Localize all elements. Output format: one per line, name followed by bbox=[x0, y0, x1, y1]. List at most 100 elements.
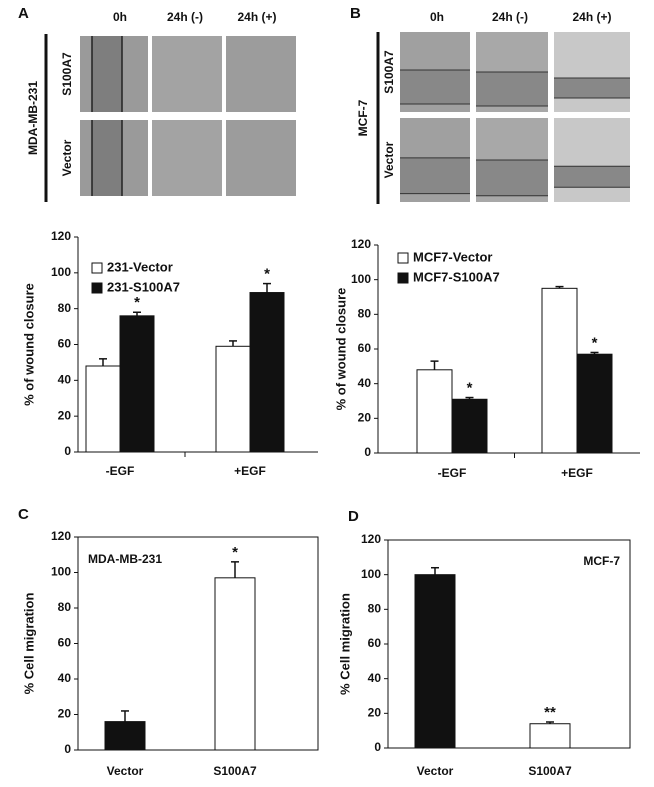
y-tick-label: 40 bbox=[358, 376, 372, 390]
panel-label: B bbox=[350, 5, 361, 22]
y-tick-label: 20 bbox=[358, 411, 372, 425]
y-tick-label: 40 bbox=[368, 671, 382, 685]
bar bbox=[416, 369, 453, 454]
x-tick-label: S100A7 bbox=[213, 764, 257, 778]
legend-swatch bbox=[397, 252, 409, 264]
bar bbox=[214, 577, 256, 751]
y-tick-label: 100 bbox=[351, 272, 371, 286]
significance-mark: * bbox=[592, 334, 598, 351]
micrograph bbox=[554, 32, 630, 112]
y-tick-label: 60 bbox=[358, 341, 372, 355]
wound-gap bbox=[476, 160, 548, 196]
y-tick-label: 0 bbox=[64, 444, 71, 458]
panel-label: C bbox=[18, 506, 29, 523]
wound-gap bbox=[554, 78, 630, 98]
legend-swatch bbox=[91, 282, 103, 294]
bar bbox=[104, 721, 146, 751]
wound-gap bbox=[476, 72, 548, 106]
legend-label: 231-Vector bbox=[107, 259, 173, 274]
bar bbox=[249, 292, 285, 453]
y-axis-label: % of wound closure bbox=[333, 288, 348, 411]
y-tick-label: 40 bbox=[58, 671, 72, 685]
x-tick-label: -EGF bbox=[106, 464, 135, 478]
x-tick-label: S100A7 bbox=[528, 764, 572, 778]
legend-swatch bbox=[397, 272, 409, 284]
y-tick-label: 0 bbox=[364, 445, 371, 459]
wound-gap bbox=[554, 166, 630, 188]
micrograph bbox=[226, 120, 296, 196]
y-tick-label: 60 bbox=[58, 337, 72, 351]
y-tick-label: 20 bbox=[58, 707, 72, 721]
x-tick-label: +EGF bbox=[561, 466, 593, 480]
column-header: 0h bbox=[113, 10, 127, 24]
y-tick-label: 0 bbox=[64, 742, 71, 756]
wound-gap bbox=[400, 157, 470, 194]
legend-label: 231-S100A7 bbox=[107, 279, 180, 294]
y-tick-label: 100 bbox=[51, 565, 71, 579]
y-tick-label: 0 bbox=[374, 740, 381, 754]
row-label: Vector bbox=[382, 141, 396, 178]
x-tick-label: Vector bbox=[107, 764, 144, 778]
significance-mark: * bbox=[134, 294, 140, 311]
y-axis-label: % Cell migration bbox=[21, 593, 36, 695]
y-tick-label: 100 bbox=[361, 567, 381, 581]
plot-label: MDA-MB-231 bbox=[88, 552, 162, 566]
row-label: Vector bbox=[60, 139, 74, 176]
micrograph bbox=[226, 36, 296, 112]
y-tick-label: 80 bbox=[58, 301, 72, 315]
x-tick-label: Vector bbox=[417, 764, 454, 778]
y-tick-label: 80 bbox=[358, 307, 372, 321]
cell-line-label: MCF-7 bbox=[356, 99, 370, 136]
bar bbox=[414, 574, 456, 749]
y-tick-label: 20 bbox=[368, 706, 382, 720]
significance-mark: * bbox=[232, 544, 238, 561]
column-header: 24h (+) bbox=[572, 10, 611, 24]
legend-swatch bbox=[91, 262, 103, 274]
row-label: S100A7 bbox=[60, 52, 74, 96]
y-tick-label: 120 bbox=[51, 229, 71, 243]
bar bbox=[576, 353, 613, 454]
column-header: 0h bbox=[430, 10, 444, 24]
y-tick-label: 100 bbox=[51, 265, 71, 279]
column-header: 24h (-) bbox=[167, 10, 203, 24]
bar bbox=[215, 345, 251, 453]
significance-mark: ** bbox=[544, 704, 556, 721]
column-header: 24h (-) bbox=[492, 10, 528, 24]
y-tick-label: 20 bbox=[58, 408, 72, 422]
y-tick-label: 60 bbox=[58, 636, 72, 650]
micrograph bbox=[554, 118, 630, 202]
plot-label: MCF-7 bbox=[583, 554, 620, 568]
bar bbox=[541, 287, 578, 454]
cell-line-label: MDA-MB-231 bbox=[26, 81, 40, 155]
bar bbox=[451, 398, 488, 454]
y-tick-label: 40 bbox=[58, 373, 72, 387]
y-tick-label: 120 bbox=[361, 532, 381, 546]
y-axis-label: % of wound closure bbox=[21, 283, 36, 406]
wound-gap bbox=[92, 36, 122, 112]
y-tick-label: 60 bbox=[368, 636, 382, 650]
y-axis-label: % Cell migration bbox=[337, 593, 352, 695]
y-tick-label: 80 bbox=[58, 600, 72, 614]
plot-frame bbox=[77, 536, 319, 751]
x-tick-label: -EGF bbox=[438, 466, 467, 480]
wound-gap bbox=[400, 70, 470, 104]
micrograph bbox=[152, 36, 222, 112]
bar bbox=[85, 365, 121, 453]
bar bbox=[119, 315, 155, 453]
panel-label: A bbox=[18, 5, 29, 22]
bar bbox=[529, 723, 571, 749]
legend-label: MCF7-S100A7 bbox=[413, 269, 500, 284]
panel-label: D bbox=[348, 508, 359, 525]
y-tick-label: 80 bbox=[368, 602, 382, 616]
micrograph bbox=[152, 120, 222, 196]
y-tick-label: 120 bbox=[351, 237, 371, 251]
legend-label: MCF7-Vector bbox=[413, 249, 492, 264]
significance-mark: * bbox=[264, 266, 270, 283]
significance-mark: * bbox=[467, 380, 473, 397]
column-header: 24h (+) bbox=[237, 10, 276, 24]
y-tick-label: 120 bbox=[51, 529, 71, 543]
x-tick-label: +EGF bbox=[234, 464, 266, 478]
wound-gap bbox=[92, 120, 122, 196]
